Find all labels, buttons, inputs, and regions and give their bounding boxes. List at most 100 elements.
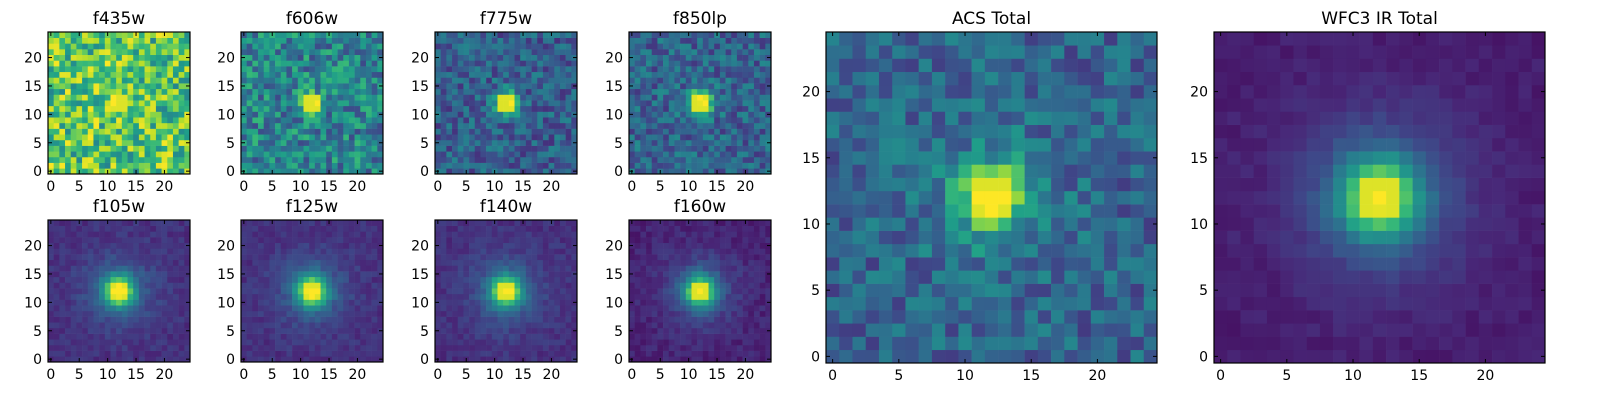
heatmap-cell bbox=[162, 305, 168, 311]
heatmap-cell bbox=[82, 100, 88, 106]
heatmap-cell bbox=[105, 66, 111, 72]
heatmap-cell bbox=[463, 66, 469, 72]
heatmap-cell bbox=[252, 72, 258, 78]
heatmap-cell bbox=[264, 163, 270, 169]
heatmap-cell bbox=[349, 123, 355, 129]
heatmap-cell bbox=[743, 49, 749, 55]
heatmap-cell bbox=[731, 294, 737, 300]
heatmap-cell bbox=[731, 334, 737, 340]
heatmap-cell bbox=[338, 157, 344, 163]
heatmap-cell bbox=[652, 72, 658, 78]
heatmap-cell bbox=[446, 66, 452, 72]
heatmap-cell bbox=[326, 322, 332, 328]
heatmap-cell bbox=[303, 134, 309, 140]
heatmap-cell bbox=[635, 38, 641, 44]
heatmap-cell bbox=[309, 328, 315, 334]
heatmap-cell bbox=[145, 351, 151, 357]
heatmap-cell bbox=[663, 334, 669, 340]
heatmap-cell bbox=[99, 328, 105, 334]
heatmap-cell bbox=[515, 117, 521, 123]
heatmap-cell bbox=[269, 282, 275, 288]
heatmap-cell bbox=[326, 100, 332, 106]
heatmap-cell bbox=[247, 163, 253, 169]
heatmap-cell bbox=[179, 265, 185, 271]
heatmap-cell bbox=[714, 134, 720, 140]
heatmap-cell bbox=[303, 55, 309, 61]
heatmap-cell bbox=[515, 134, 521, 140]
heatmap-cell bbox=[54, 282, 60, 288]
heatmap-cell bbox=[338, 277, 344, 283]
heatmap-cell bbox=[275, 300, 281, 306]
heatmap-cell bbox=[326, 106, 332, 112]
heatmap-cell bbox=[532, 123, 538, 129]
heatmap-cell bbox=[110, 66, 116, 72]
heatmap-cell bbox=[743, 38, 749, 44]
heatmap-cell bbox=[446, 89, 452, 95]
heatmap-cell bbox=[669, 322, 675, 328]
heatmap-cell bbox=[532, 55, 538, 61]
heatmap-cell bbox=[321, 237, 327, 243]
heatmap-cell bbox=[520, 345, 526, 351]
heatmap-cell bbox=[652, 322, 658, 328]
heatmap-cell bbox=[497, 271, 503, 277]
heatmap-cell bbox=[326, 288, 332, 294]
heatmap-cell bbox=[748, 117, 754, 123]
heatmap-cell bbox=[446, 72, 452, 78]
heatmap-cell bbox=[286, 140, 292, 146]
heatmap-cell bbox=[652, 163, 658, 169]
heatmap-cell bbox=[441, 157, 447, 163]
heatmap-cell bbox=[497, 60, 503, 66]
heatmap-cell bbox=[635, 288, 641, 294]
heatmap-cell bbox=[241, 163, 247, 169]
heatmap-cell bbox=[463, 100, 469, 106]
heatmap-cell bbox=[554, 32, 560, 38]
heatmap-cell bbox=[640, 83, 646, 89]
heatmap-cell bbox=[726, 351, 732, 357]
heatmap-cell bbox=[475, 66, 481, 72]
heatmap-cell bbox=[714, 72, 720, 78]
heatmap-cell bbox=[286, 134, 292, 140]
heatmap-cell bbox=[110, 134, 116, 140]
heatmap-cell bbox=[173, 260, 179, 266]
heatmap-cell bbox=[703, 89, 709, 95]
heatmap-cell bbox=[714, 277, 720, 283]
heatmap-cell bbox=[173, 38, 179, 44]
heatmap-cell bbox=[71, 94, 77, 100]
heatmap-cell bbox=[105, 106, 111, 112]
heatmap-cell bbox=[110, 112, 116, 118]
heatmap-cell bbox=[748, 351, 754, 357]
heatmap-cell bbox=[663, 129, 669, 135]
heatmap-cell bbox=[515, 100, 521, 106]
heatmap-cell bbox=[162, 49, 168, 55]
heatmap-cell bbox=[515, 32, 521, 38]
heatmap-cell bbox=[554, 260, 560, 266]
heatmap-cell bbox=[691, 43, 697, 49]
heatmap-cell bbox=[54, 89, 60, 95]
heatmap-cell bbox=[669, 77, 675, 83]
x-tick-label: 20 bbox=[737, 179, 755, 195]
heatmap-cell bbox=[326, 146, 332, 152]
heatmap-cell bbox=[560, 322, 566, 328]
heatmap-cell bbox=[150, 226, 156, 232]
heatmap-cell bbox=[754, 100, 760, 106]
heatmap-cell bbox=[480, 317, 486, 323]
heatmap-cell bbox=[122, 49, 128, 55]
heatmap-cell bbox=[560, 277, 566, 283]
heatmap-cell bbox=[338, 305, 344, 311]
heatmap-cell bbox=[321, 294, 327, 300]
heatmap-cell bbox=[726, 294, 732, 300]
heatmap-cell bbox=[532, 277, 538, 283]
heatmap-cell bbox=[366, 248, 372, 254]
heatmap-cell bbox=[560, 100, 566, 106]
heatmap-cell bbox=[720, 106, 726, 112]
heatmap-cell bbox=[292, 317, 298, 323]
heatmap-cell bbox=[241, 66, 247, 72]
heatmap-cell bbox=[343, 163, 349, 169]
heatmap-cell bbox=[566, 248, 572, 254]
heatmap-cell bbox=[139, 226, 145, 232]
heatmap-cell bbox=[549, 265, 555, 271]
heatmap-cell bbox=[646, 351, 652, 357]
heatmap-cell bbox=[281, 226, 287, 232]
heatmap-cell bbox=[515, 77, 521, 83]
heatmap-cell bbox=[264, 94, 270, 100]
